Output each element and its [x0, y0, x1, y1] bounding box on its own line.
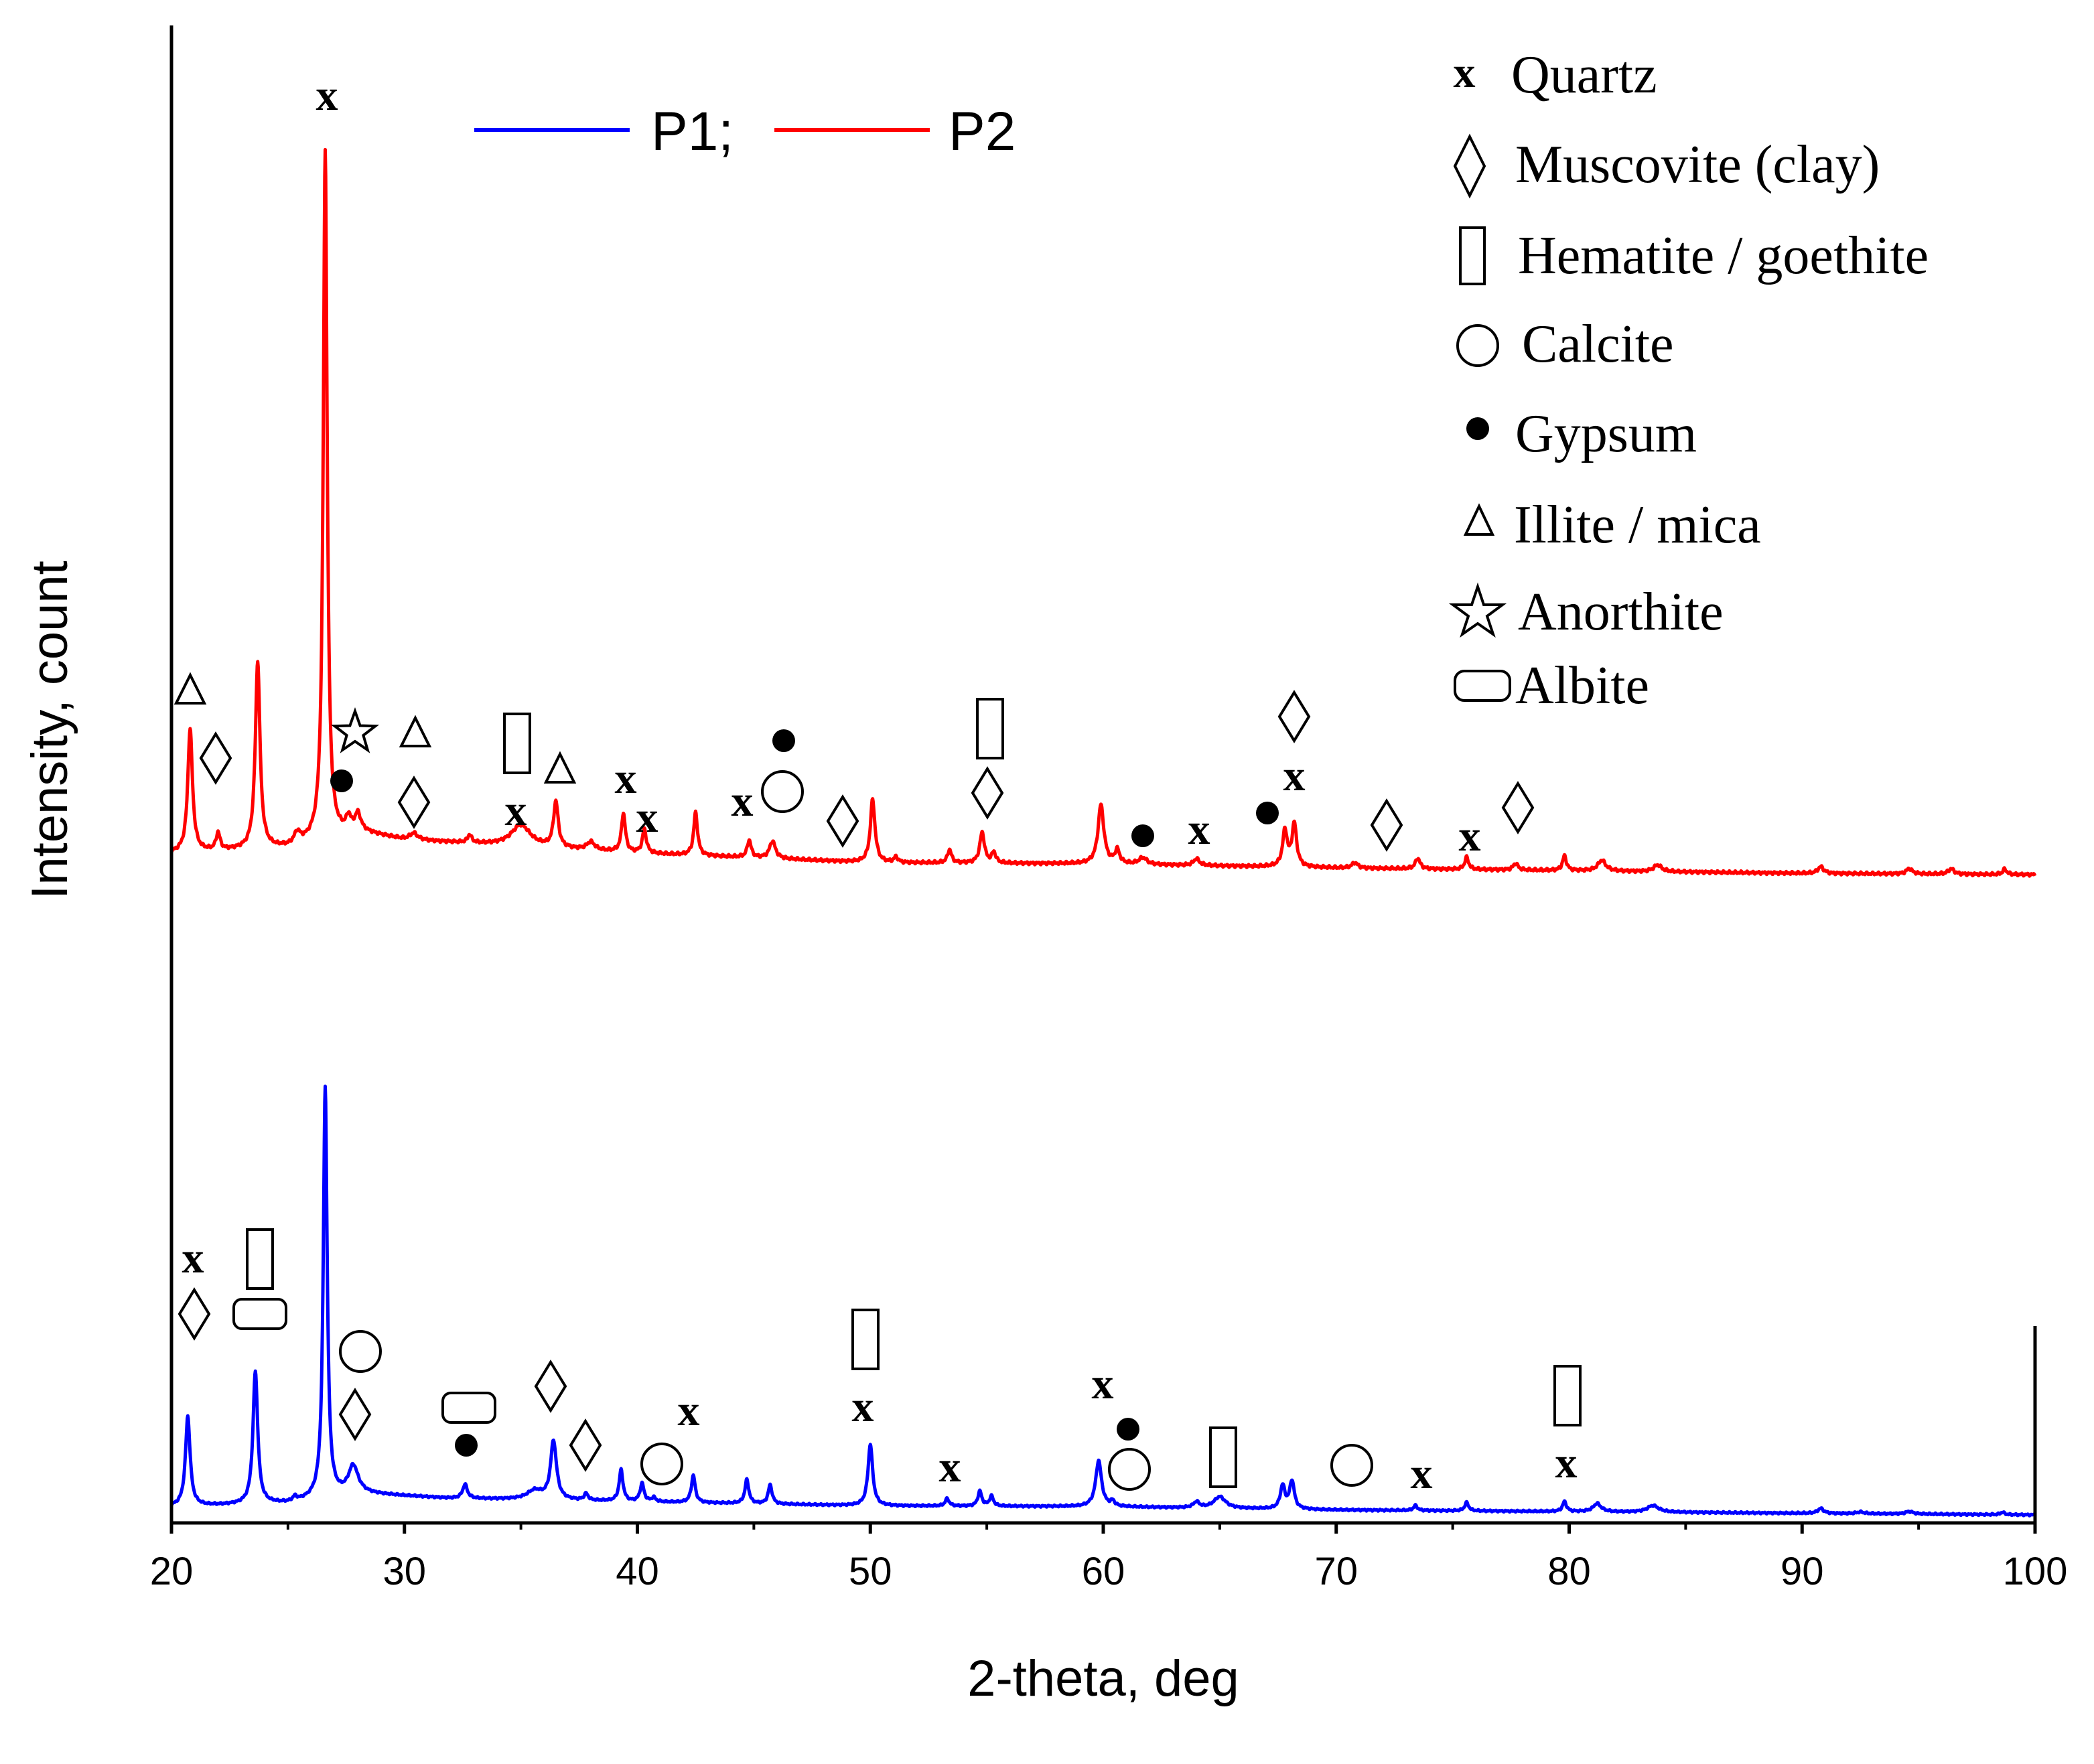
quartz-marker: x: [852, 1382, 874, 1431]
x-tick-label: 40: [616, 1550, 659, 1593]
quartz-marker: x: [1411, 1449, 1433, 1498]
legend-quartz-icon: x: [1454, 48, 1476, 97]
legend-calcite-icon: [1456, 324, 1499, 367]
legend-hematite-label: Hematite / goethite: [1518, 226, 1929, 285]
muscovite-marker: [569, 1418, 602, 1472]
gypsum-marker: [772, 729, 795, 752]
curves-layer: [170, 147, 2037, 1518]
legend-gypsum-label: Gypsum: [1515, 405, 1697, 463]
legend-calcite-label: Calcite: [1522, 315, 1674, 374]
quartz-marker: x: [316, 71, 338, 120]
x-axis-title: 2-theta, deg: [967, 1650, 1239, 1707]
legend-albite-icon: [1454, 670, 1511, 702]
quartz-marker: x: [615, 754, 637, 803]
muscovite-marker: [534, 1359, 567, 1413]
legend-p1-label: P1;: [651, 101, 734, 162]
x-tick-label: 100: [2003, 1550, 2068, 1593]
calcite-marker: [339, 1330, 382, 1373]
x-tick-label: 90: [1781, 1550, 1824, 1593]
x-tick-label: 80: [1547, 1550, 1591, 1593]
series-line-p1: [170, 1084, 2036, 1518]
muscovite-marker: [338, 1388, 372, 1441]
legend-albite-label: Albite: [1515, 656, 1649, 715]
legend-illite-icon: [1463, 503, 1495, 536]
y-axis-title: Intensity, count: [21, 561, 78, 899]
hematite-marker: [1553, 1365, 1582, 1426]
illite-marker: [543, 751, 577, 784]
illite-marker: [399, 715, 432, 747]
legend-gypsum-icon: [1466, 417, 1489, 440]
hematite-marker: [246, 1228, 274, 1290]
gypsum-marker: [330, 769, 353, 792]
hematite-marker: [976, 698, 1004, 759]
quartz-marker: x: [1459, 812, 1481, 861]
x-tick-label: 50: [849, 1550, 892, 1593]
legend-muscovite-icon: [1453, 133, 1486, 199]
quartz-marker: x: [1555, 1439, 1578, 1487]
albite-marker: [441, 1392, 496, 1424]
hematite-marker: [503, 713, 531, 774]
hematite-marker: [1209, 1426, 1237, 1488]
x-tick-label: 70: [1314, 1550, 1358, 1593]
series-line-p2: [170, 147, 2037, 878]
muscovite-marker: [1277, 690, 1311, 743]
anorthite-marker: [330, 707, 380, 753]
x-tick-label: 60: [1082, 1550, 1125, 1593]
legend-quartz-label: Quartz: [1511, 46, 1657, 104]
calcite-marker: [1330, 1444, 1373, 1487]
albite-marker: [232, 1298, 287, 1330]
muscovite-marker: [1501, 781, 1535, 834]
legend-hematite-icon: [1459, 226, 1486, 285]
legend-muscovite-label: Muscovite (clay): [1515, 135, 1880, 194]
muscovite-marker: [397, 776, 431, 829]
illite-marker: [173, 672, 207, 705]
quartz-marker: x: [678, 1386, 700, 1435]
muscovite-marker: [199, 731, 232, 785]
legend-anorthite-icon: [1448, 582, 1507, 638]
muscovite-marker: [178, 1287, 211, 1341]
series-legend: P1; P2: [474, 101, 1016, 162]
gypsum-marker: [1256, 802, 1279, 824]
calcite-marker: [640, 1443, 683, 1485]
muscovite-marker: [1370, 798, 1403, 852]
calcite-marker: [761, 770, 804, 813]
quartz-marker: x: [1092, 1359, 1114, 1408]
x-ticks: 20 30 40 50 60 70 80 90 100: [150, 1523, 2068, 1593]
quartz-marker: x: [1188, 805, 1210, 854]
legend-anorthite-label: Anorthite: [1518, 583, 1724, 642]
quartz-marker: x: [505, 786, 527, 835]
quartz-marker: x: [1283, 751, 1306, 800]
gypsum-marker: [1131, 824, 1154, 847]
muscovite-marker: [826, 794, 859, 848]
gypsum-marker: [1117, 1418, 1139, 1441]
quartz-marker: x: [939, 1443, 961, 1491]
legend-illite-label: Illite / mica: [1514, 496, 1761, 555]
quartz-marker: x: [182, 1234, 204, 1282]
phase-legend: x Quartz Muscovite (clay) Hematite / goe…: [1448, 46, 1929, 715]
quartz-marker: x: [636, 793, 658, 842]
quartz-marker: x: [731, 777, 754, 826]
gypsum-marker: [455, 1434, 478, 1457]
x-tick-label: 30: [382, 1550, 426, 1593]
calcite-marker: [1108, 1448, 1151, 1491]
hematite-marker: [851, 1309, 880, 1370]
muscovite-marker: [971, 766, 1004, 820]
x-tick-label: 20: [150, 1550, 194, 1593]
legend-p2-label: P2: [949, 101, 1016, 162]
